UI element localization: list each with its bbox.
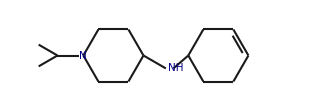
Text: NH: NH bbox=[168, 63, 183, 73]
Text: N: N bbox=[79, 51, 87, 60]
